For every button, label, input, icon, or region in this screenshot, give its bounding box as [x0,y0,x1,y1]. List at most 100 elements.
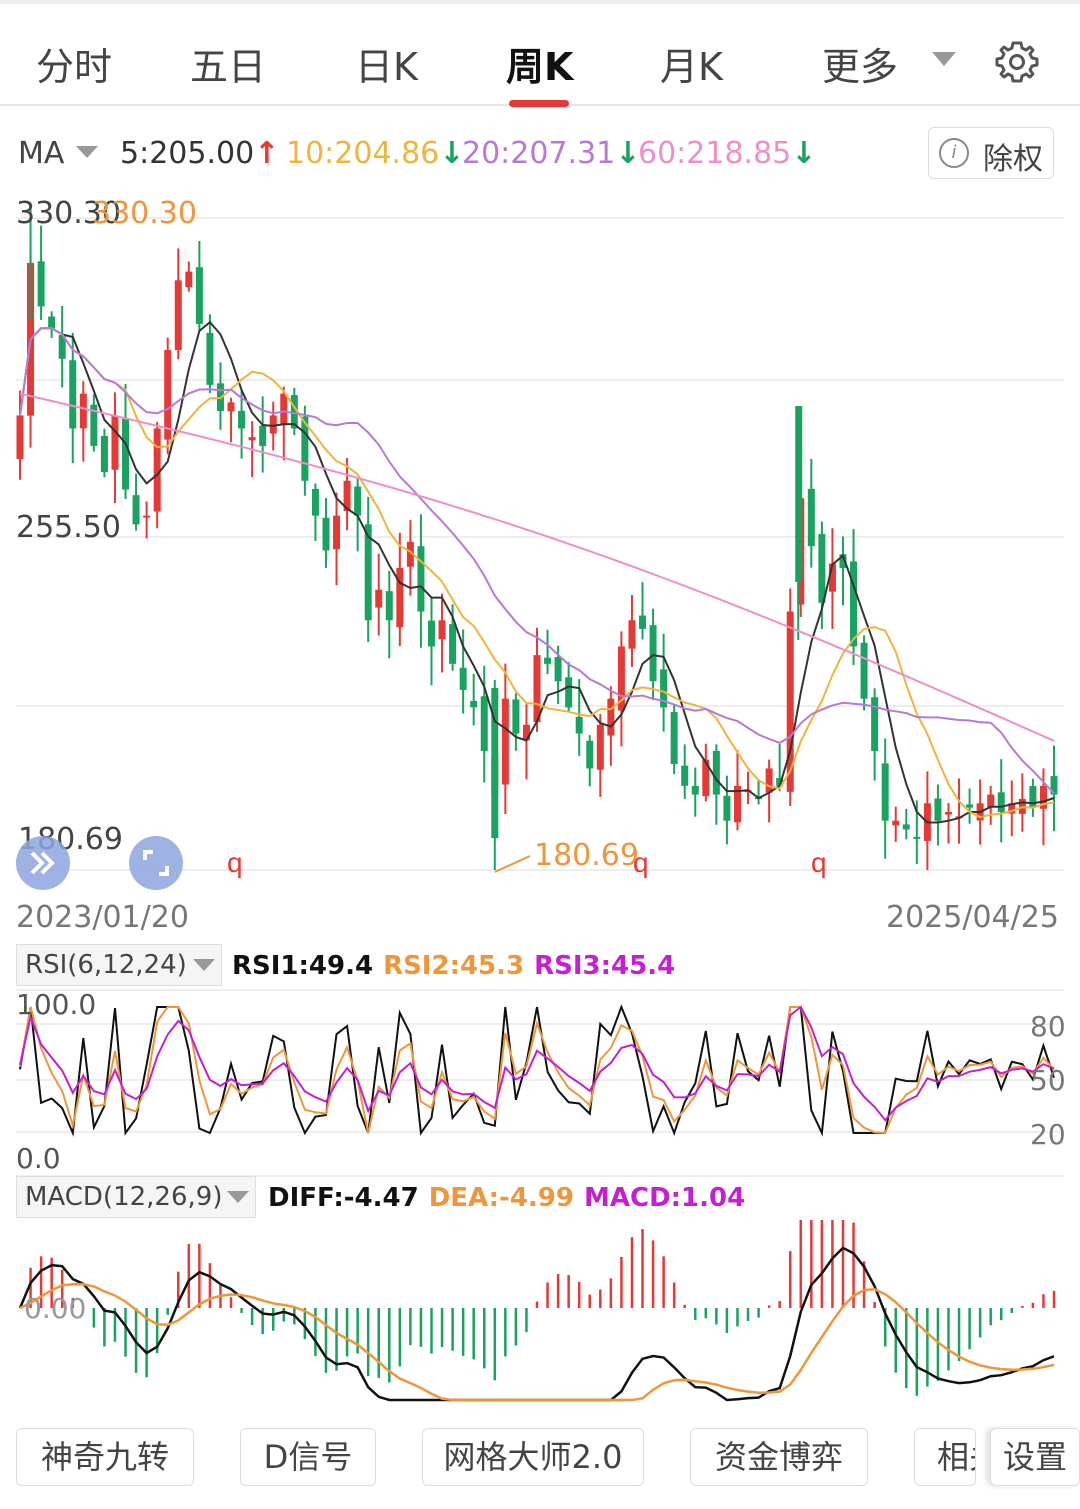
candle-body [375,589,383,608]
candle-body [164,350,172,440]
ma20-line [19,327,1055,794]
ex-rights-button[interactable]: i 除权 [928,127,1054,179]
fullscreen-button[interactable] [129,836,183,890]
macd-selector[interactable]: MACD(12,26,9) [16,1176,256,1218]
low-annotation: 180.69 [534,838,639,873]
signal-marker: q [227,847,243,878]
ex-rights-label: 除权 [983,142,1043,177]
candle-body [37,261,45,307]
candle-body [1039,785,1047,809]
ma-label[interactable]: MA [18,136,65,171]
candle-body [322,517,330,551]
settings-gear-icon[interactable] [994,39,1040,85]
d-signal-button[interactable]: D信号 [240,1428,376,1486]
macd-dropdown-icon [227,1191,249,1203]
ma-dropdown-icon[interactable] [76,146,98,158]
candle-body [501,698,509,785]
candle-body [733,785,741,823]
candle-body [480,696,488,751]
dea-value: DEA:-4.99 [428,1183,574,1213]
expand-left-button[interactable] [16,836,70,890]
candle-body [417,546,425,612]
rsi-y-bottom: 0.0 [16,1142,61,1175]
low-annotation-line [494,855,531,873]
candle-body [966,804,974,808]
candle-body [100,436,108,473]
candle-body [280,393,288,426]
signal-marker: q [811,847,827,878]
candle-body [860,642,868,699]
tab-monthly-k[interactable]: 月K [660,45,723,89]
tab-weekly-k[interactable]: 周K [506,45,574,89]
candle-body [16,415,24,459]
rsi-y-top: 100.0 [16,988,97,1021]
candle-body [818,533,826,603]
rsi1-value: RSI1:49.4 [232,951,374,981]
rsi-80-label: 80 [1030,1010,1066,1043]
rsi2-line [19,1006,1055,1135]
candle-body [512,699,520,734]
candle-body [1050,776,1058,795]
dea-line [19,1282,1055,1402]
candle-body [449,624,457,664]
candle-body [987,794,995,807]
diff-value: DIFF:-4.47 [268,1183,419,1213]
rsi3-line [19,1005,1055,1122]
candle-body [712,750,720,795]
candle-body [470,700,478,708]
rsi-50-label: 50 [1030,1064,1066,1097]
candle-body [997,792,1005,812]
candle-body [902,824,910,830]
candle-body [702,759,710,797]
candle-body [132,495,140,525]
macd-zero-label: 0.00 [24,1292,87,1325]
ma20-value: 20:207.31↓ [462,136,641,171]
x-end-label: 2025/04/25 [886,900,1059,935]
settings-button[interactable]: 设置 [990,1428,1080,1486]
more-dropdown-icon[interactable] [932,52,956,66]
grid-master-button[interactable]: 网格大师2.0 [422,1428,644,1486]
ma10-value: 10:204.86↓ [286,136,465,171]
candle-body [90,404,98,446]
rsi-selector[interactable]: RSI(6,12,24) [16,944,222,986]
candle-body [1029,786,1037,808]
related-button[interactable]: 相关 [914,1428,976,1486]
candle-body [153,428,161,512]
candle-body [544,657,552,664]
candle-body [111,415,119,470]
candle-body [122,417,130,490]
candle-body [459,667,467,690]
ma60-line [19,392,1055,742]
candle-body [649,625,657,682]
y-mid-label: 255.50 [16,510,121,545]
rsi2-value: RSI2:45.3 [383,951,525,981]
candle-body [892,820,900,826]
candle-body [311,488,319,516]
tab-five-day[interactable]: 五日 [190,45,267,89]
fund-game-button[interactable]: 资金博弈 [690,1428,868,1486]
candle-body [522,724,530,741]
rsi3-value: RSI3:45.4 [534,951,676,981]
tab-intraday[interactable]: 分时 [36,45,113,89]
macd-selector-label: MACD(12,26,9) [25,1182,223,1212]
ma60-value: 60:218.85↓ [638,136,817,171]
period-tab-bar: 分时 五日 日K 周K 月K 更多 [0,0,1080,107]
x-start-label: 2023/01/20 [16,900,189,935]
tab-more[interactable]: 更多 [822,45,899,89]
candle-body [533,655,541,723]
candle-body [586,740,594,769]
candle-body [639,615,647,629]
candle-body [828,563,836,592]
candle-body [776,778,784,786]
candle-body [185,271,193,288]
tab-daily-k[interactable]: 日K [355,45,418,89]
candle-body [238,410,246,429]
magic-nine-button[interactable]: 神奇九转 [16,1428,194,1486]
candle-body [385,591,393,621]
signal-marker: q [633,847,649,878]
fullscreen-icon [143,850,169,876]
candle-body [565,677,573,708]
candle-body [807,488,815,547]
candle-body [795,406,803,582]
